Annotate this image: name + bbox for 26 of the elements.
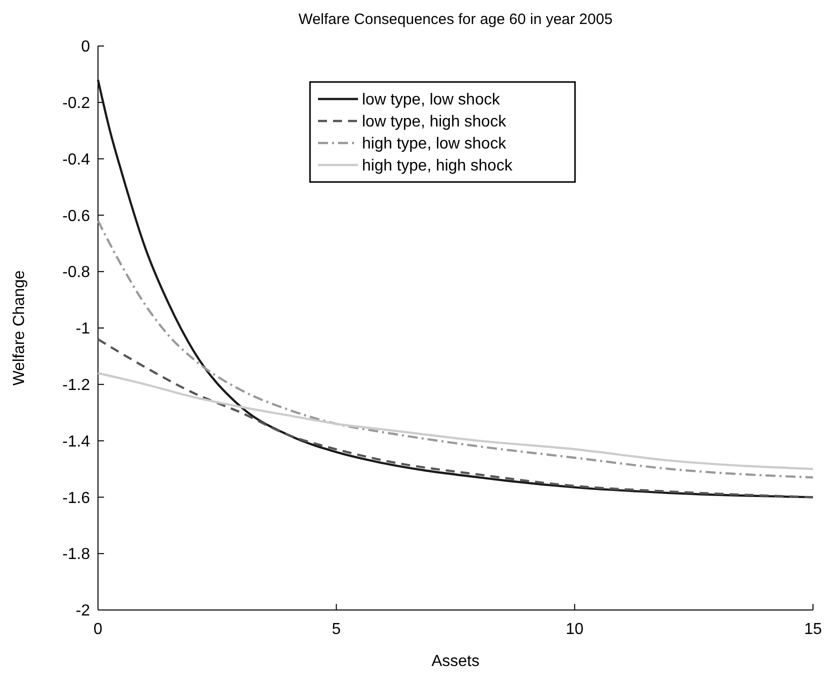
y-axis-title: Welfare Change <box>11 270 28 386</box>
legend-label: low type, low shock <box>362 92 501 109</box>
legend-label: low type, high shock <box>362 114 508 131</box>
x-axis-title: Assets <box>431 653 480 670</box>
y-tick-label: -0.8 <box>62 264 90 282</box>
x-tick-label: 10 <box>566 621 584 638</box>
y-tick-label: -0.4 <box>62 151 90 168</box>
y-tick-label: 0 <box>81 38 90 56</box>
x-tick-label: 15 <box>804 621 822 638</box>
x-tick-label: 0 <box>94 621 103 638</box>
y-tick-label: -1.2 <box>62 377 90 394</box>
x-tick-label: 5 <box>332 621 341 638</box>
y-tick-label: -0.2 <box>62 95 90 112</box>
chart-title: Welfare Consequences for age 60 in year 2005 <box>298 11 613 28</box>
legend-label: high type, high shock <box>362 158 514 175</box>
line-series <box>96 372 814 470</box>
line-series <box>96 338 814 498</box>
line-series <box>96 78 814 498</box>
y-tick-label: -1.6 <box>62 490 90 507</box>
legend-label: high type, low shock <box>362 136 508 153</box>
y-tick-label: -1.8 <box>62 546 90 564</box>
y-tick-label: -0.6 <box>62 208 90 225</box>
y-tick-label: -2 <box>76 602 90 620</box>
line-series <box>96 220 814 479</box>
y-tick-label: -1 <box>76 320 90 338</box>
y-tick-label: -1.4 <box>62 433 90 450</box>
